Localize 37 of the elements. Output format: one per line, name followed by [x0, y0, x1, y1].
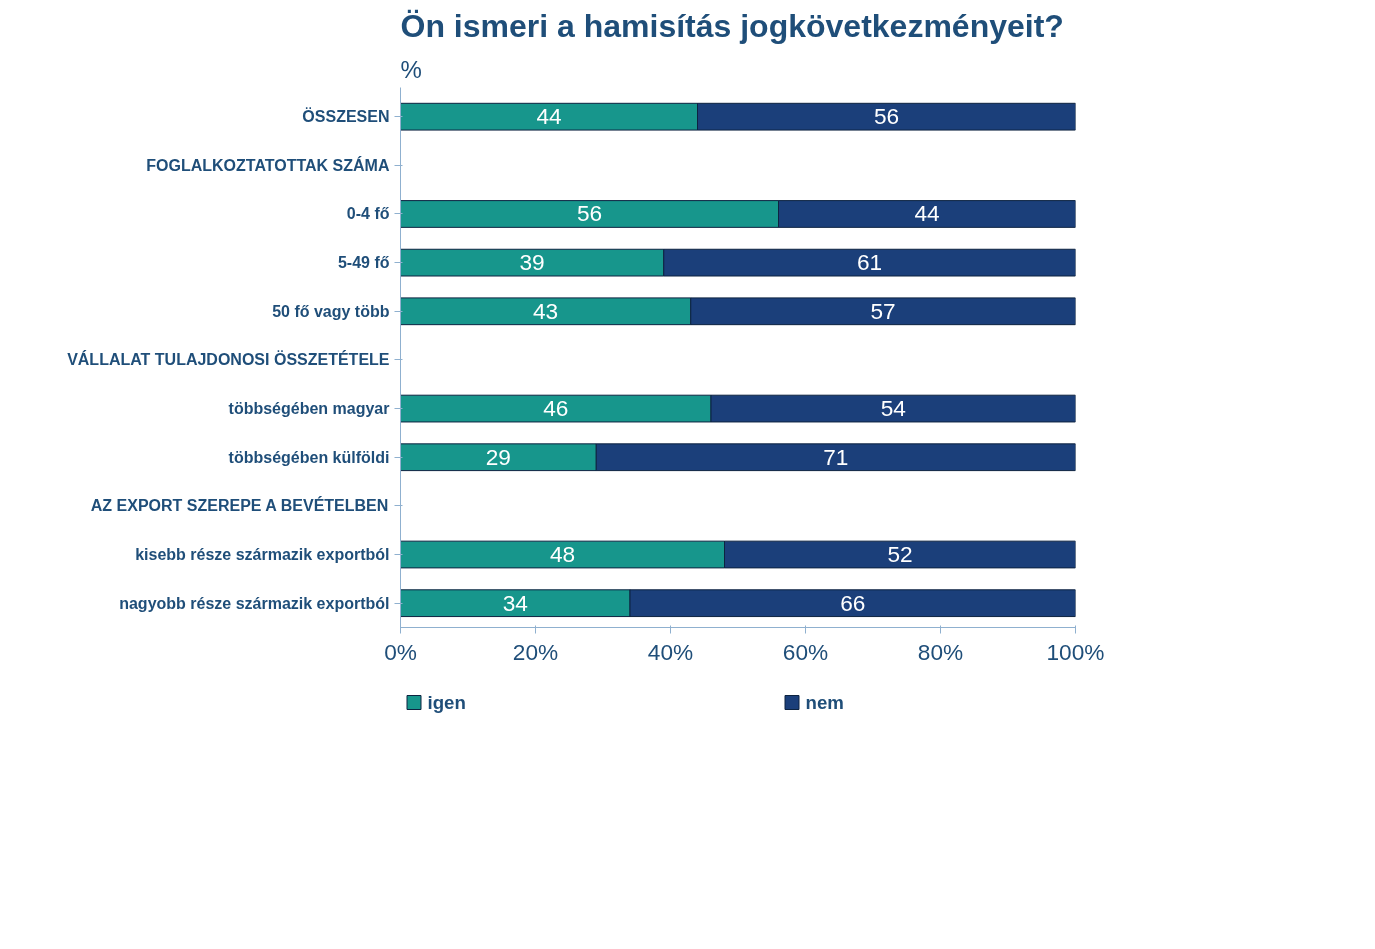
- legend-label: igen: [427, 692, 466, 713]
- data-label: 43: [533, 297, 559, 324]
- data-label: 57: [870, 297, 896, 324]
- x-tick-label: 40%: [647, 638, 694, 665]
- x-tick-label: 80%: [917, 638, 964, 665]
- y-tick-label: többségében magyar: [228, 400, 390, 418]
- data-label: 29: [485, 443, 511, 470]
- y-tick-label: 5-49 fő: [337, 254, 390, 272]
- y-tick-label: kisebb része származik exportból: [135, 546, 390, 564]
- y-tick-label: FOGLALKOZTATOTTAK SZÁMA: [146, 155, 390, 174]
- y-tick-label: 0-4 fő: [346, 205, 390, 223]
- data-label: 46: [543, 395, 569, 422]
- data-label: 34: [502, 589, 528, 616]
- y-tick-label: AZ EXPORT SZEREPE A BEVÉTELBEN: [90, 496, 389, 515]
- y-tick-label: ÖSSZESEN: [302, 107, 390, 126]
- chart-title: Ön ismeri a hamisítás jogkövetkezményeit?: [400, 7, 1064, 44]
- y-tick-label: többségében külföldi: [228, 448, 390, 466]
- data-label: 66: [840, 589, 866, 616]
- x-tick-label: 60%: [782, 638, 829, 665]
- data-label: 56: [873, 103, 900, 130]
- y-tick-label: nagyobb része származik exportból: [119, 594, 390, 612]
- data-label: 56: [576, 200, 603, 227]
- legend-label: nem: [805, 692, 844, 713]
- y-tick-label: VÁLLALAT TULAJDONOSI ÖSSZETÉTELE: [67, 350, 390, 369]
- x-tick-label: 20%: [512, 638, 559, 665]
- data-label: 61: [857, 249, 883, 276]
- x-tick-label: 0%: [384, 638, 417, 665]
- data-label: 52: [887, 541, 913, 568]
- data-label: 71: [823, 443, 849, 470]
- y-tick-label: 50 fő vagy több: [272, 302, 390, 320]
- data-label: 48: [549, 541, 576, 568]
- chart-subtitle: %: [400, 55, 422, 83]
- data-label: 39: [519, 249, 545, 276]
- data-label: 54: [880, 395, 906, 422]
- x-tick-label: 100%: [1046, 638, 1105, 665]
- data-label: 44: [914, 200, 940, 227]
- data-label: 44: [536, 103, 562, 130]
